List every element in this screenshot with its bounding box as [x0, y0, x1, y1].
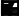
K1-CoEDA(HT)	[6, 13, 7, 14]
K1-CoEDA(HT)	[13, 5, 14, 6]
K1-CoEDA(HT)	[9, 12, 10, 13]
K1-CoEDA(HT)	[15, 2, 16, 3]
K2-CoEDA(HT)	[15, 2, 16, 3]
